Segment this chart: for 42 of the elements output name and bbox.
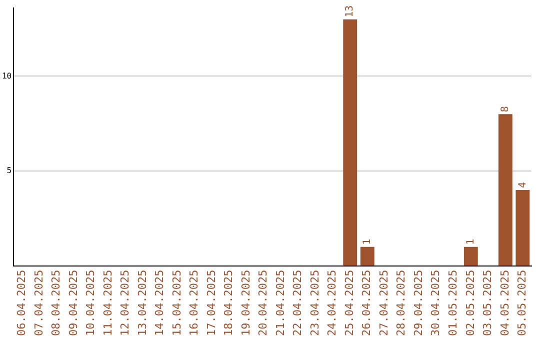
x-tick-label: 10.04.2025 xyxy=(84,270,98,336)
x-tick-label: 13.04.2025 xyxy=(136,270,149,336)
y-tick-label: 10 xyxy=(2,71,12,80)
y-tick-label: 5 xyxy=(6,166,12,176)
x-tick-label: 07.04.2025 xyxy=(32,270,46,336)
data-label: 8 xyxy=(500,106,512,112)
data-label: 13 xyxy=(344,5,356,18)
bar xyxy=(343,19,358,266)
bar xyxy=(516,190,530,266)
x-tick-label: 12.04.2025 xyxy=(118,270,132,336)
bar xyxy=(360,246,374,266)
x-tick-label: 05.05.2025 xyxy=(516,270,529,336)
x-tick-label: 08.04.2025 xyxy=(50,270,63,336)
x-tick-label: 28.04.2025 xyxy=(394,270,408,336)
x-tick-label: 23.04.2025 xyxy=(308,270,322,336)
x-tick-label: 03.05.2025 xyxy=(481,270,494,336)
x-tick-label: 19.04.2025 xyxy=(239,270,252,336)
x-tick-label: 30.04.2025 xyxy=(429,270,442,336)
bar xyxy=(498,114,512,266)
x-tick-label: 14.04.2025 xyxy=(153,270,166,336)
x-tick-label: 16.04.2025 xyxy=(188,270,201,336)
x-tick-label: 17.04.2025 xyxy=(204,270,218,336)
x-tick-label: 06.04.2025 xyxy=(15,270,28,336)
x-tick-label: 29.04.2025 xyxy=(412,270,425,336)
x-tick-label: 24.04.2025 xyxy=(326,270,339,336)
x-tick-label: 18.04.2025 xyxy=(222,270,236,336)
x-tick-label: 26.04.2025 xyxy=(360,270,374,336)
x-tick-label: 01.05.2025 xyxy=(446,270,460,336)
data-label: 1 xyxy=(465,238,476,245)
x-tick-label: 11.04.2025 xyxy=(101,270,114,336)
x-tick-label: 22.04.2025 xyxy=(291,270,304,336)
x-tick-label: 21.04.2025 xyxy=(274,270,287,336)
data-label: 4 xyxy=(517,182,528,188)
x-tick-label: 09.04.2025 xyxy=(66,270,80,336)
x-tick-label: 25.04.2025 xyxy=(342,270,356,336)
x-tick-label: 04.05.2025 xyxy=(498,270,512,336)
x-tick-label: 02.05.2025 xyxy=(464,270,477,336)
bar xyxy=(464,246,478,266)
x-tick-label: 15.04.2025 xyxy=(170,270,184,336)
x-tick-label: 27.04.2025 xyxy=(377,270,390,336)
x-tick-label: 20.04.2025 xyxy=(256,270,270,336)
data-label: 1 xyxy=(362,238,373,245)
